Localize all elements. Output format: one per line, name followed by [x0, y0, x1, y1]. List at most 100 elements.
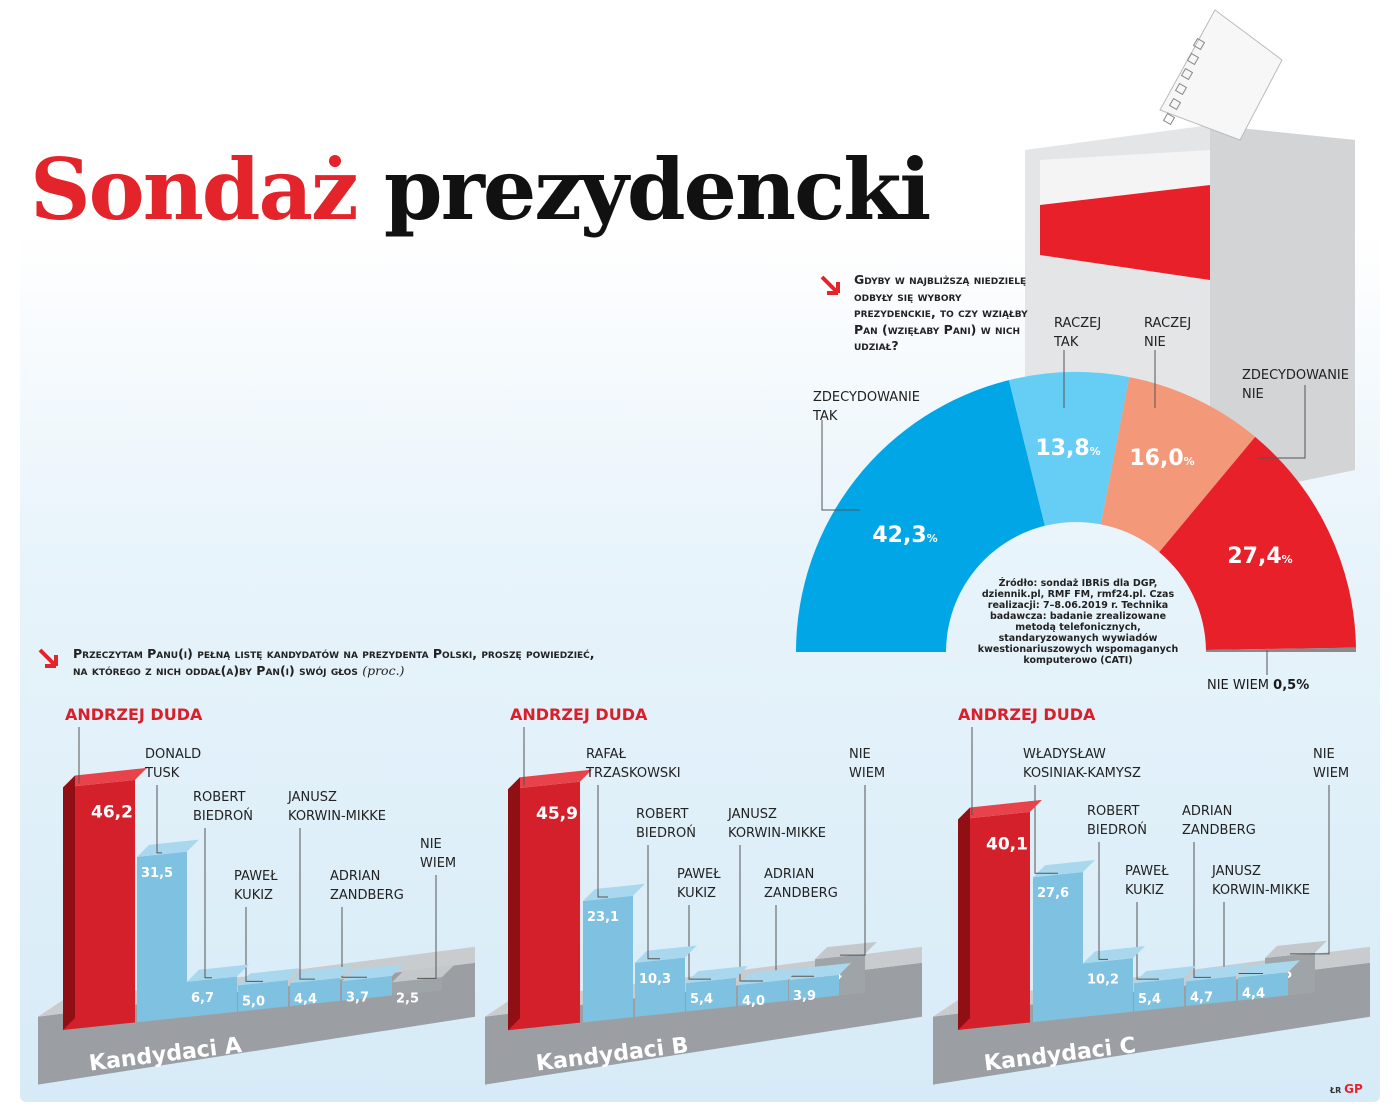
leader-line	[1034, 785, 1058, 874]
bar-category-label: ANDRZEJ DUDA	[65, 705, 203, 724]
bar-value-label: 4,4	[1242, 987, 1265, 1002]
bar	[789, 974, 839, 1001]
bar-category-label: ADRIAN ZANDBERG	[330, 869, 404, 903]
bar-category-label: PAWEŁ KUKIZ	[234, 869, 278, 903]
leader-line	[299, 828, 315, 980]
bar-top	[958, 799, 1042, 820]
bar-category-label: ROBERT BIEDROŃ	[193, 790, 253, 824]
unit: %	[927, 532, 938, 545]
bar	[738, 979, 788, 1007]
bar-value-label: 27,6	[1037, 886, 1069, 901]
leader-line	[1193, 842, 1211, 978]
flag-red-band	[1040, 185, 1210, 280]
bar-category-label: RAFAŁ TRZASKOWSKI	[586, 747, 681, 781]
ballot-checkbox	[1186, 52, 1200, 66]
bar-category-label: ADRIAN ZANDBERG	[1182, 804, 1256, 838]
bar	[686, 977, 736, 1012]
leader-line	[1136, 902, 1159, 980]
donut-slice	[1159, 436, 1356, 650]
bar-value-label: 45,9	[536, 804, 578, 824]
ballot-paper-icon	[1159, 9, 1283, 141]
bar	[1083, 958, 1133, 1017]
unit: %	[1184, 455, 1195, 468]
bar-category-label: DONALD TUSK	[145, 747, 202, 781]
bar	[583, 895, 633, 1023]
source-note: Źródło: sondaż IBRiS dla DGP, dziennik.p…	[977, 578, 1179, 666]
callout-line	[1258, 385, 1306, 459]
bar-value-label: 3,9	[793, 989, 816, 1004]
bar-top	[392, 965, 454, 983]
bar-top	[137, 839, 199, 857]
bar-category-label: ADRIAN ZANDBERG	[764, 867, 838, 901]
donut-category-label: ZDECYDOWANIE NIE	[1242, 368, 1349, 402]
bar-value-label: 3,7	[346, 990, 369, 1005]
bar	[1186, 976, 1236, 1007]
bar-value-label: 6,7	[191, 991, 214, 1006]
leader-line	[156, 785, 162, 854]
bars-question: Przeczytam Panu(i) pełną listę kandydató…	[73, 646, 595, 678]
donut-category-label: RACZEJ NIE	[1144, 316, 1192, 350]
bar-category-label: PAWEŁ KUKIZ	[1125, 864, 1169, 898]
ballot-checkbox	[1192, 37, 1206, 51]
bar-category-label: ROBERT BIEDROŃ	[636, 807, 696, 841]
bar-value-label: 10,2	[1087, 972, 1119, 987]
callout-line	[821, 420, 860, 511]
donut-question: Gdyby w najbliższą niedzielę odbyły się …	[854, 272, 1028, 353]
leader-line	[647, 845, 660, 960]
bar	[1033, 871, 1083, 1023]
leader-line	[341, 907, 367, 978]
bar	[137, 851, 187, 1023]
bar-category-label: NIE WIEM	[1313, 747, 1350, 781]
bar-top	[1265, 940, 1327, 958]
bar-category-label: ROBERT BIEDROŃ	[1087, 804, 1147, 838]
bar-value-label: 5,0	[242, 994, 265, 1009]
bar	[1134, 977, 1184, 1012]
bar-value-label: 4,7	[1190, 990, 1213, 1005]
bar-top	[63, 767, 147, 788]
ballot-checkbox	[1180, 67, 1194, 81]
bar-side	[63, 775, 75, 1030]
bar	[508, 781, 580, 1031]
leader-line	[688, 905, 711, 980]
bar-side	[508, 777, 520, 1031]
bar-category-label: JANUSZ KORWIN-MIKKE	[1212, 864, 1310, 898]
ballot-checkbox	[1174, 82, 1188, 96]
ballot-checkbox	[1162, 112, 1176, 126]
bar-top	[508, 769, 592, 790]
bar	[392, 977, 442, 996]
leader-line	[204, 828, 212, 979]
bar-value-label: 46,2	[91, 802, 133, 822]
bar	[635, 957, 685, 1017]
flag-white-band	[1040, 150, 1210, 205]
bar-category-label: JANUSZ KORWIN-MIKKE	[288, 790, 386, 824]
bar-value-label: 10,3	[639, 972, 671, 987]
page-title: Sondaż prezydencki	[30, 140, 931, 239]
donut-slice	[1205, 647, 1356, 652]
bar-category-label: ANDRZEJ DUDA	[958, 705, 1096, 724]
bar-value-label: 4,0	[742, 994, 765, 1009]
donut-label-nie-wiem: NIE WIEM 0,5%	[1207, 678, 1310, 693]
bar	[1238, 972, 1288, 1001]
leader-line	[739, 845, 763, 982]
unit: %	[1282, 553, 1293, 566]
bar-value-label: 5,4	[1138, 992, 1161, 1007]
bar-value-label: 2,5	[396, 991, 419, 1006]
bar-value-label: 4,4	[294, 992, 317, 1007]
leader-line	[597, 785, 608, 898]
leader-line	[245, 907, 263, 982]
bar-category-label: NIE WIEM	[420, 837, 457, 871]
bar-category-label: PAWEŁ KUKIZ	[677, 867, 721, 901]
bar	[290, 977, 340, 1007]
bar-top	[187, 964, 249, 982]
leader-line	[1098, 842, 1108, 960]
donut-category-label: RACZEJ TAK	[1054, 316, 1102, 350]
donut-slice	[1100, 377, 1256, 553]
bar-value-label: 23,1	[587, 910, 619, 925]
bar-side	[958, 807, 970, 1030]
bar	[342, 976, 392, 1001]
ballot-box-side	[1210, 125, 1355, 500]
bar-category-label: WŁADYSŁAW KOSINIAK-KAMYSZ	[1023, 747, 1141, 781]
arrow-icon	[38, 648, 58, 668]
unit: %	[1090, 445, 1101, 458]
